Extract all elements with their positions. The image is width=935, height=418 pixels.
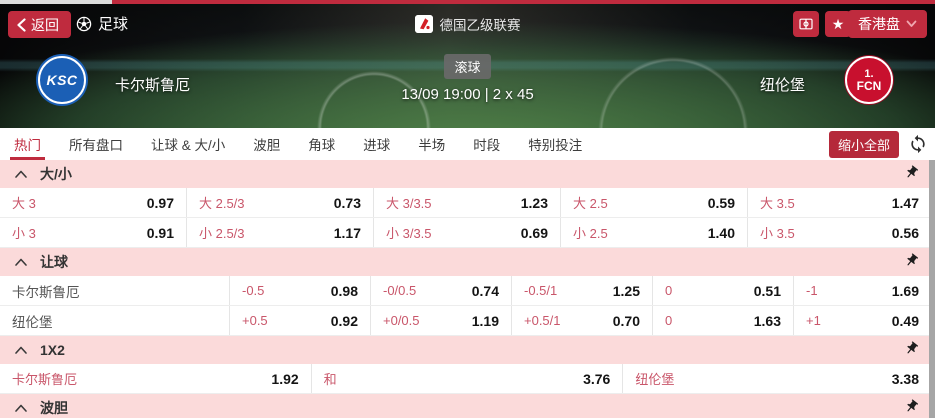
odds-cell[interactable]: 0 1.63 — [653, 306, 794, 335]
teams-row: KSC 卡尔斯鲁厄 滚球 13/09 19:00 | 2 x 45 纽伦堡 1.… — [0, 48, 935, 118]
tab-corners[interactable]: 角球 — [308, 138, 336, 153]
league-info: 德国乙级联赛 — [0, 14, 935, 34]
refresh-button[interactable] — [907, 133, 929, 155]
loading-progress-fill — [112, 0, 935, 4]
vertical-scrollbar[interactable] — [929, 160, 935, 418]
odds-cell[interactable]: 纽伦堡 3.38 — [635, 370, 919, 388]
back-button[interactable]: 返回 — [8, 11, 71, 38]
under-row: 小 3 0.91 小 2.5/3 1.17 小 3/3.5 0.69 小 2.5 1.4… — [0, 218, 935, 248]
match-header: 返回 足球 — [0, 0, 935, 128]
pitch-icon — [798, 16, 814, 32]
away-logo-line2: FCN — [856, 78, 882, 93]
tabbar-tools: 缩小全部 — [828, 128, 929, 160]
live-badge: 滚球 — [444, 54, 491, 79]
section-title: 让球 — [40, 254, 68, 270]
loading-progress-bar — [0, 0, 935, 4]
odds-cell[interactable]: 大 3.5 1.47 — [760, 194, 919, 212]
odds-cell[interactable]: +0/0.5 1.19 — [371, 306, 512, 335]
tab-half[interactable]: 半场 — [418, 138, 446, 153]
tab-handicap-ou[interactable]: 让球 & 大/小 — [151, 138, 226, 153]
section-header-1x2[interactable]: 1X2 — [0, 336, 935, 364]
odds-cell[interactable]: 0 0.51 — [653, 276, 794, 305]
tab-all-markets[interactable]: 所有盘口 — [69, 138, 123, 153]
tab-period[interactable]: 时段 — [473, 138, 501, 153]
top-navigation-row: 返回 足球 — [0, 10, 935, 40]
away-logo-line1: 1. — [864, 67, 874, 80]
away-team-logo: 1. FCN — [845, 56, 893, 104]
league-logo-icon — [414, 15, 433, 33]
sport-label: 足球 — [98, 16, 129, 33]
handicap-away-row: 纽伦堡 +0.5 0.92 +0/0.5 1.19 +0.5/1 0.70 0 1.63… — [0, 306, 935, 336]
chevron-down-icon — [906, 20, 917, 28]
back-chevron-icon — [16, 17, 27, 32]
pin-icon[interactable] — [901, 396, 922, 417]
section-header-handicap[interactable]: 让球 — [0, 248, 935, 276]
back-label: 返回 — [31, 16, 59, 33]
section-header-correct-score[interactable]: 波胆 — [0, 394, 935, 418]
odds-cell[interactable]: 卡尔斯鲁厄 1.92 — [0, 364, 312, 393]
over-row: 大 3 0.97 大 2.5/3 0.73 大 3/3.5 1.23 大 2.5 0.5… — [0, 188, 935, 218]
odds-cell[interactable]: -0.5 0.98 — [230, 276, 371, 305]
collapse-chevron-icon[interactable] — [14, 403, 28, 413]
home-team-logo: KSC — [38, 56, 86, 104]
pin-icon[interactable] — [901, 250, 922, 271]
markets-list: 大/小 大 3 0.97 大 2.5/3 0.73 大 3/3.5 1.23 大 2.… — [0, 160, 935, 418]
odds-cell[interactable]: -1 1.69 — [806, 282, 919, 299]
odds-cell[interactable]: 小 3 0.91 — [0, 218, 187, 247]
collapse-chevron-icon[interactable] — [14, 257, 28, 267]
section-title: 1X2 — [40, 342, 65, 358]
league-name: 德国乙级联赛 — [439, 18, 521, 33]
section-title: 波胆 — [40, 400, 68, 416]
odds-cell[interactable]: 小 2.5/3 1.17 — [187, 218, 374, 247]
pin-icon[interactable] — [901, 338, 922, 359]
pitch-view-button[interactable] — [793, 11, 819, 37]
home-team-name: 卡尔斯鲁厄 — [115, 77, 191, 94]
handicap-home-row: 卡尔斯鲁厄 -0.5 0.98 -0/0.5 0.74 -0.5/1 1.25 0 0.… — [0, 276, 935, 306]
refresh-icon — [911, 134, 925, 154]
odds-cell[interactable]: -0.5/1 1.25 — [512, 276, 653, 305]
team-name-cell: 纽伦堡 — [0, 306, 230, 335]
tab-specials[interactable]: 特别投注 — [528, 138, 583, 153]
odds-cell[interactable]: 大 2.5 0.59 — [561, 188, 748, 217]
home-logo-text: KSC — [46, 72, 78, 88]
odds-cell[interactable]: +0.5 0.92 — [230, 306, 371, 335]
kickoff-time: 13/09 19:00 | 2 x 45 — [401, 86, 534, 103]
odds-cell[interactable]: -0/0.5 0.74 — [371, 276, 512, 305]
market-tabbar: 热门 所有盘口 让球 & 大/小 波胆 角球 进球 半场 时段 特别投注 缩小全… — [0, 128, 935, 160]
collapse-chevron-icon[interactable] — [14, 345, 28, 355]
odds-cell[interactable]: +0.5/1 0.70 — [512, 306, 653, 335]
odds-cell[interactable]: +1 0.49 — [806, 312, 919, 329]
1x2-row: 卡尔斯鲁厄 1.92 和 3.76 纽伦堡 3.38 — [0, 364, 935, 394]
tab-goals[interactable]: 进球 — [363, 138, 391, 153]
pin-icon[interactable] — [901, 162, 922, 183]
odds-type-label: 香港盘 — [858, 16, 900, 32]
sport-breadcrumb[interactable]: 足球 — [76, 13, 128, 34]
match-status-stack: 滚球 13/09 19:00 | 2 x 45 — [0, 54, 935, 103]
odds-cell[interactable]: 小 3/3.5 0.69 — [374, 218, 561, 247]
collapse-all-button[interactable]: 缩小全部 — [828, 130, 899, 158]
team-name-cell: 卡尔斯鲁厄 — [0, 276, 230, 305]
soccer-ball-icon — [76, 16, 92, 32]
odds-type-dropdown[interactable]: 香港盘 — [848, 10, 927, 38]
odds-cell[interactable]: 大 2.5/3 0.73 — [187, 188, 374, 217]
section-title: 大/小 — [40, 166, 72, 182]
collapse-chevron-icon[interactable] — [14, 169, 28, 179]
favorite-button[interactable]: ★ — [825, 11, 851, 37]
tab-correct-score[interactable]: 波胆 — [253, 138, 281, 153]
odds-cell[interactable]: 小 2.5 1.40 — [561, 218, 748, 247]
odds-cell[interactable]: 和 3.76 — [312, 364, 624, 393]
odds-cell[interactable]: 小 3.5 0.56 — [760, 224, 919, 242]
tab-hot[interactable]: 热门 — [0, 128, 55, 160]
section-header-over-under[interactable]: 大/小 — [0, 160, 935, 188]
odds-cell[interactable]: 大 3/3.5 1.23 — [374, 188, 561, 217]
star-icon: ★ — [831, 15, 845, 32]
away-team-name: 纽伦堡 — [759, 77, 805, 94]
odds-cell[interactable]: 大 3 0.97 — [0, 188, 187, 217]
